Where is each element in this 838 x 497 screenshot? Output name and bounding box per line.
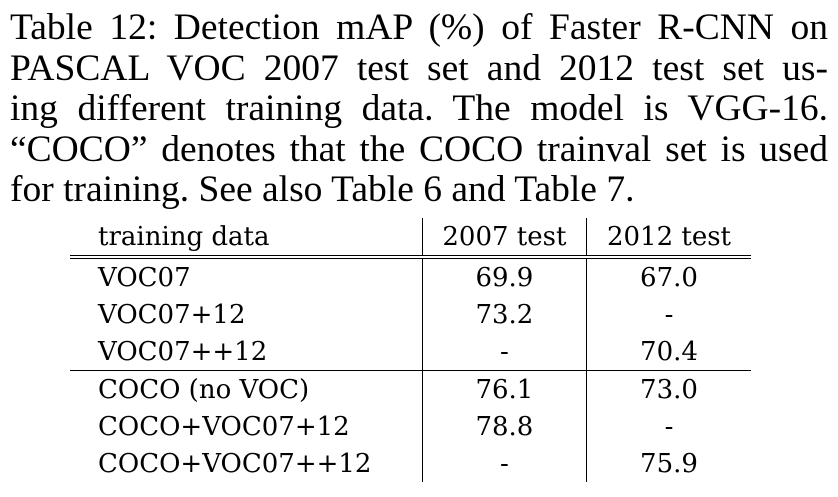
table-caption: Table 12: Detection mAP (%) of Faster R-… <box>10 7 828 211</box>
caption-line-2: PASCAL VOC 2007 test set and 2012 test s… <box>10 47 828 89</box>
row-2007-value: - <box>421 445 587 482</box>
header-row: training data 2007 test 2012 test <box>70 218 751 257</box>
row-2007-value: 73.2 <box>421 296 587 333</box>
results-table: training data 2007 test 2012 test VOC07 … <box>70 218 751 482</box>
table-row: VOC07++12 - 70.4 <box>70 333 751 371</box>
row-2012-value-best: 75.9 <box>585 445 751 482</box>
table-row: VOC07+12 73.2 - <box>70 296 751 333</box>
row-training-data: COCO+VOC07++12 <box>98 448 372 479</box>
row-training-data: COCO+VOC07+12 <box>98 411 350 442</box>
table-row: COCO+VOC07+12 78.8 - <box>70 408 751 445</box>
caption-line-5: for training. See also Table 6 and Table… <box>10 169 635 210</box>
row-2012-value: - <box>585 408 751 445</box>
header-2012-test: 2012 test <box>585 218 751 257</box>
caption-line-4: “COCO” denotes that the COCO trainval se… <box>10 128 828 170</box>
row-2007-value: - <box>421 333 587 371</box>
caption-line-1: Table 12: Detection mAP (%) of Faster R-… <box>10 7 828 48</box>
header-training-data: training data <box>98 221 270 252</box>
row-2007-value: 76.1 <box>421 370 587 408</box>
row-training-data: VOC07+12 <box>98 299 246 330</box>
row-2012-value: 70.4 <box>585 333 751 371</box>
row-2012-value: 67.0 <box>585 255 751 296</box>
caption-line-3: ing different training data. The model i… <box>10 88 828 129</box>
row-2012-value: - <box>585 296 751 333</box>
table-row: COCO (no VOC) 76.1 73.0 <box>70 370 751 408</box>
table-row: COCO+VOC07++12 - 75.9 <box>70 445 751 482</box>
row-2012-value: 73.0 <box>585 370 751 408</box>
table-row: VOC07 69.9 67.0 <box>70 255 751 296</box>
row-training-data: VOC07 <box>70 255 423 296</box>
row-2007-value: 69.9 <box>421 255 587 296</box>
row-training-data: VOC07++12 <box>98 336 268 367</box>
row-training-data: COCO (no VOC) <box>70 370 423 408</box>
row-2007-value-best: 78.8 <box>421 408 587 445</box>
header-2007-test: 2007 test <box>421 218 587 257</box>
